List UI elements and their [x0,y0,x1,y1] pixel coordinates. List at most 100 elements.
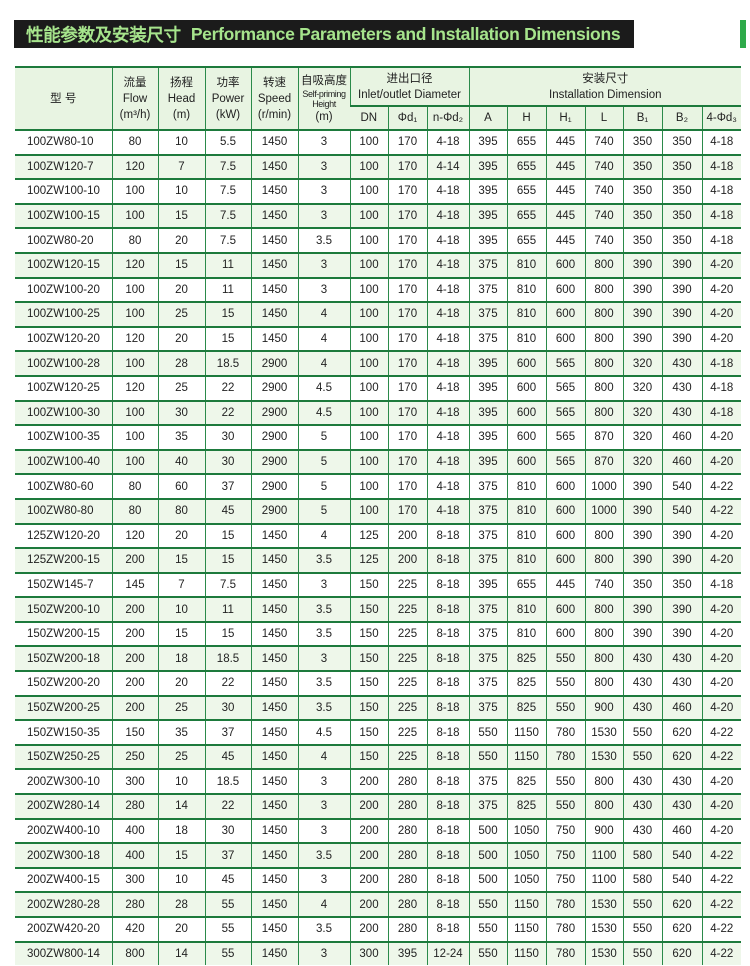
table-cell: 7.5 [204,202,251,229]
model-cell: 150ZW200-10 [15,596,112,622]
model-cell: 150ZW150-35 [15,719,112,745]
header-inlet-cn: 进出口径 [386,72,433,85]
table-cell: 4 [297,743,350,770]
table-cell: 620 [661,719,702,745]
table-cell: 15 [157,620,205,647]
table-cell: 540 [661,473,702,499]
header-l: L [584,105,623,130]
table-cell: 800 [584,596,623,622]
table-cell: 150 [349,571,388,598]
table-cell: 1530 [584,916,623,942]
table-cell: 3 [297,793,350,819]
table-row: 125ZW120-20 120 20 15 1450 4 125 200 8-18 375 810 6… [15,522,742,549]
table-cell: 100 [349,251,388,278]
table-cell: 100 [349,374,388,401]
table-cell: 8-18 [426,547,469,573]
table-cell: 870 [584,448,623,475]
table-cell: 375 [468,768,507,795]
table-cell: 825 [506,670,546,696]
header-power-cn: 功率 [216,76,240,89]
table-cell: 620 [661,743,702,770]
table-cell: 655 [506,178,546,204]
table-cell: 4-14 [426,153,469,180]
table-cell: 620 [661,940,702,966]
table-cell: 600 [545,325,585,352]
table-cell: 8-18 [426,596,469,622]
table-cell: 225 [387,719,427,745]
table-cell: 1450 [250,817,298,844]
table-cell: 430 [661,670,702,696]
table-cell: 1050 [506,817,546,844]
table-row: 200ZW300-18 400 15 37 1450 3.5 200 280 8-18 500 10… [15,842,742,868]
table-cell: 170 [387,227,427,253]
table-cell: 4-22 [701,866,742,893]
table-cell: 800 [584,251,623,278]
model-cell: 100ZW80-10 [15,129,112,155]
table-cell: 350 [661,571,702,598]
table-cell: 8-18 [426,817,469,844]
table-cell: 25 [157,374,205,401]
table-cell: 100 [111,301,158,327]
table-cell: 780 [545,940,585,966]
table-cell: 200 [387,522,427,549]
header-4-d3: 4-Φd₃ [701,105,742,130]
table-cell: 170 [387,325,427,352]
table-cell: 14 [157,940,205,966]
table-cell: 3.5 [297,842,350,868]
table-cell: 200 [387,547,427,573]
table-cell: 55 [204,916,251,942]
table-cell: 1450 [250,768,298,795]
table-row: 100ZW100-25 100 25 15 1450 4 100 170 4-18 375 810 6… [15,301,742,327]
table-cell: 100 [349,473,388,499]
table-cell: 800 [584,301,623,327]
table-cell: 320 [622,350,662,376]
table-cell: 580 [622,842,662,868]
table-cell: 1530 [584,940,623,966]
table-cell: 375 [468,325,507,352]
table-cell: 550 [545,670,585,696]
table-cell: 460 [661,424,702,450]
table-cell: 200 [111,547,158,573]
table-cell: 1000 [584,497,623,524]
table-cell: 8-18 [426,743,469,770]
table-cell: 430 [622,793,662,819]
table-cell: 1450 [250,547,298,573]
table-cell: 390 [661,596,702,622]
table-cell: 4-18 [426,227,469,253]
table-cell: 80 [111,129,158,155]
table-cell: 15 [204,325,251,352]
table-cell: 225 [387,596,427,622]
table-cell: 170 [387,473,427,499]
table-row: 100ZW100-15 100 15 7.5 1450 3 100 170 4-18 395 655… [15,202,742,229]
table-cell: 600 [545,276,585,303]
table-cell: 100 [349,276,388,303]
table-cell: 4-20 [701,325,742,352]
table-cell: 170 [387,424,427,450]
table-cell: 4-22 [701,743,742,770]
table-cell: 1450 [250,793,298,819]
table-cell: 4-20 [701,645,742,672]
table-cell: 4-18 [701,350,742,376]
model-cell: 200ZW420-20 [15,916,112,942]
table-row: 150ZW200-25 200 25 30 1450 3.5 150 225 8-18 375 82… [15,694,742,721]
table-cell: 45 [204,497,251,524]
table-cell: 200 [111,694,158,721]
table-cell: 565 [545,350,585,376]
table-cell: 1450 [250,596,298,622]
table-cell: 170 [387,129,427,155]
table-cell: 37 [204,473,251,499]
table-cell: 390 [661,276,702,303]
table-cell: 430 [661,768,702,795]
header-inlet: 进出口径 Inlet/outlet Diameter [349,66,469,106]
table-cell: 100 [111,202,158,229]
table-cell: 4-18 [701,202,742,229]
table-cell: 390 [622,620,662,647]
table-row: 150ZW145-7 145 7 7.5 1450 3 150 225 8-18 395 655 44… [15,571,742,598]
table-cell: 460 [661,817,702,844]
header-d1: Φd₁ [387,105,427,130]
table-cell: 375 [468,547,507,573]
table-cell: 430 [622,768,662,795]
table-cell: 170 [387,178,427,204]
model-cell: 150ZW250-25 [15,743,112,770]
table-cell: 780 [545,916,585,942]
